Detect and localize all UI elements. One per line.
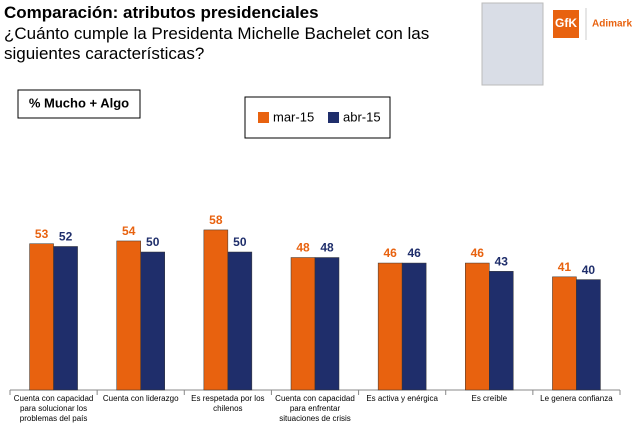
photo [481,2,544,86]
x-tick-label: Cuenta con capacidad para enfrentar situ… [275,394,355,423]
bar [552,276,577,391]
value-label: 58 [209,213,223,227]
bar [314,257,340,391]
bar [465,262,490,391]
bar [290,257,316,391]
value-label: 53 [35,227,49,241]
value-label: 46 [471,246,485,260]
value-label: 46 [407,246,421,260]
legend-label: mar-15 [273,109,314,124]
value-label: 46 [383,246,397,260]
chart-title: Comparación: atributos presidenciales [4,3,319,22]
logo-brand: GfK [555,16,577,30]
value-label: 43 [495,254,509,268]
x-tick-label: Le genera confianza [540,394,613,403]
bar [377,262,403,391]
value-label: 41 [558,260,572,274]
legend-swatch [258,112,269,123]
legend-swatch [328,112,339,123]
value-label: 48 [296,241,310,255]
value-label: 48 [320,241,334,255]
value-label: 50 [233,235,247,249]
y-label: % Mucho + Algo [29,95,129,110]
x-tick-label: Es activa y enérgica [366,394,438,403]
logo-mark [553,10,579,38]
bar [401,262,427,391]
chart-subtitle: ¿Cuánto cumple la Presidenta Michelle Ba… [4,24,430,63]
x-tick-label: Cuenta con liderazgo [102,394,179,403]
bar [203,229,229,391]
value-label: 54 [122,224,136,238]
value-label: 50 [146,235,160,249]
bar [53,246,78,391]
x-tick-label: Es respetada por los chilenos [191,394,265,413]
x-tick-label: Es creíble [471,394,508,403]
legend-label: abr-15 [343,109,381,124]
x-tick-label: Cuenta con capacidad para solucionar los… [13,394,94,423]
bar [140,251,165,391]
value-label: 52 [59,230,73,244]
value-label: 40 [582,263,596,277]
logo-name: Adimark [592,19,632,30]
y-label-box [17,89,141,119]
bar [227,251,253,391]
bar [29,243,54,391]
bar [489,271,514,391]
bar [576,279,601,391]
legend-box [244,96,391,139]
bar [116,240,141,391]
